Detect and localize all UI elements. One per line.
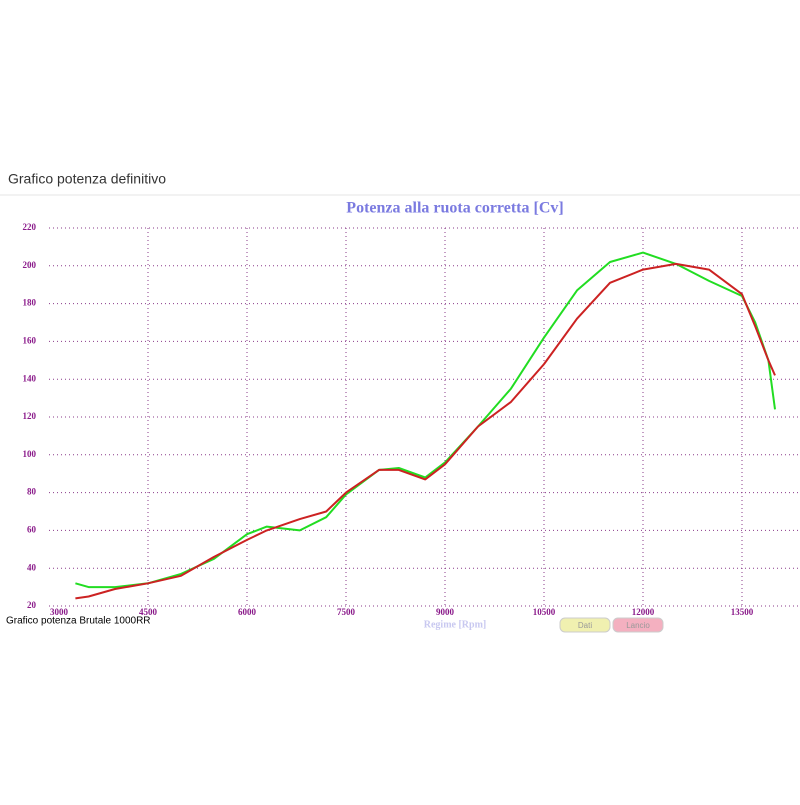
x-tick-label: 3000 — [50, 607, 69, 617]
y-tick-label: 180 — [23, 298, 37, 308]
x-tick-label: 13500 — [731, 607, 754, 617]
y-tick-label: 100 — [23, 449, 37, 459]
y-tick-label: 220 — [23, 222, 37, 232]
x-tick-label: 10500 — [533, 607, 556, 617]
x-tick-label: 12000 — [632, 607, 655, 617]
button-label[interactable]: Dati — [578, 621, 592, 630]
x-tick-label: 4500 — [139, 607, 158, 617]
header-title: Grafico potenza definitivo — [8, 171, 166, 187]
buttons: Dati Lancio — [560, 618, 663, 632]
button-label[interactable]: Lancio — [626, 621, 650, 630]
x-tick-label: 9000 — [436, 607, 455, 617]
y-tick-label: 120 — [23, 411, 37, 421]
x-tick-label: 7500 — [337, 607, 356, 617]
y-tick-label: 80 — [27, 487, 37, 497]
chart-title: Potenza alla ruota corretta [Cv] — [346, 200, 563, 217]
x-tick-label: 6000 — [238, 607, 257, 617]
y-tick-label: 60 — [27, 524, 37, 534]
series-line — [75, 253, 775, 587]
series-line — [75, 264, 775, 599]
footer-caption: Grafico potenza Brutale 1000RR — [6, 616, 151, 627]
x-axis-label: Regime [Rpm] — [424, 619, 486, 630]
y-tick-label: 200 — [23, 260, 37, 270]
y-tick-label: 140 — [23, 373, 37, 383]
y-tick-label: 160 — [23, 335, 37, 345]
plot: 20 40 60 80 100 120 140 160 180 200 220 3000 4500 600… — [23, 222, 800, 617]
y-tick-label: 20 — [27, 600, 37, 610]
y-tick-label: 40 — [27, 562, 37, 572]
